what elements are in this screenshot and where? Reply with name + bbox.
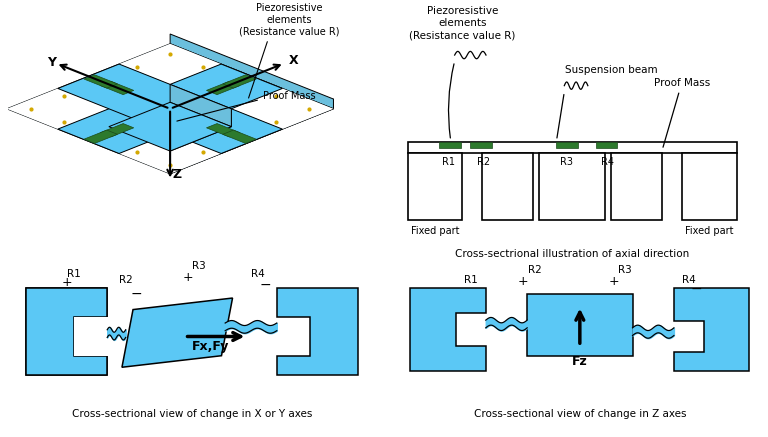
Text: R3: R3 (618, 265, 632, 275)
Bar (539, 153, 605, 220)
Polygon shape (170, 84, 231, 127)
Polygon shape (170, 109, 231, 151)
Text: Fz: Fz (572, 355, 588, 368)
Text: +: + (61, 276, 72, 288)
Bar (682, 153, 737, 220)
Polygon shape (58, 64, 283, 153)
Text: elements: elements (439, 18, 487, 28)
Text: R1: R1 (442, 157, 455, 167)
Text: R1: R1 (464, 274, 478, 284)
Text: −: − (131, 287, 143, 301)
Text: +: + (183, 271, 194, 284)
Bar (439, 142, 461, 148)
Polygon shape (26, 288, 108, 375)
Text: Piezoresistive: Piezoresistive (427, 6, 498, 16)
Bar (596, 142, 617, 148)
Text: R4: R4 (682, 274, 696, 284)
Polygon shape (58, 64, 283, 153)
Text: R3: R3 (193, 261, 207, 271)
Text: R3: R3 (560, 157, 573, 167)
Polygon shape (122, 298, 233, 367)
Text: R1: R1 (67, 269, 81, 279)
Text: Z: Z (173, 168, 182, 181)
Text: R2: R2 (478, 157, 491, 167)
Polygon shape (410, 288, 485, 371)
Text: R4: R4 (251, 269, 265, 279)
Bar (408, 142, 737, 153)
Text: Cross-sectional view of change in Z axes: Cross-sectional view of change in Z axes (474, 409, 686, 419)
Polygon shape (109, 102, 231, 151)
Polygon shape (223, 130, 257, 143)
Text: Suspension beam: Suspension beam (565, 66, 657, 76)
Text: −: − (260, 277, 272, 291)
Polygon shape (101, 81, 134, 95)
Text: (Resistance value R): (Resistance value R) (409, 30, 515, 40)
Polygon shape (170, 34, 333, 109)
Polygon shape (170, 99, 333, 174)
Text: Cross-sectrional view of change in X or Y axes: Cross-sectrional view of change in X or … (72, 409, 312, 419)
Text: Piezoresistive
elements
(Resistance value R): Piezoresistive elements (Resistance valu… (239, 3, 339, 98)
Text: Proof Mass: Proof Mass (654, 78, 710, 147)
Text: +: + (518, 274, 528, 288)
Text: Fixed part: Fixed part (411, 226, 459, 236)
Bar (408, 153, 462, 220)
Text: R4: R4 (601, 157, 614, 167)
Polygon shape (207, 124, 240, 137)
Text: Fixed part: Fixed part (685, 226, 733, 236)
Text: Fx,Fy: Fx,Fy (192, 340, 229, 353)
Text: Y: Y (47, 56, 56, 69)
Text: Cross-sectrional illustration of axial direction: Cross-sectrional illustration of axial d… (455, 249, 690, 259)
Bar (611, 153, 662, 220)
Polygon shape (101, 124, 134, 137)
Polygon shape (231, 88, 333, 129)
Polygon shape (7, 44, 333, 174)
Text: R2: R2 (119, 274, 133, 284)
Polygon shape (119, 133, 221, 174)
Bar (527, 294, 633, 356)
Bar (470, 142, 492, 148)
Polygon shape (674, 288, 749, 371)
Text: X: X (289, 55, 299, 67)
Polygon shape (119, 44, 221, 84)
Polygon shape (276, 288, 358, 375)
Polygon shape (84, 130, 118, 143)
Polygon shape (223, 75, 257, 88)
Bar (482, 153, 533, 220)
Bar (26, 288, 108, 375)
Polygon shape (84, 75, 118, 88)
Text: +: + (608, 274, 619, 288)
Text: −: − (690, 282, 702, 296)
Polygon shape (7, 88, 109, 129)
Bar (74, 317, 111, 356)
Text: R2: R2 (528, 265, 541, 275)
Bar (557, 142, 578, 148)
Polygon shape (207, 81, 240, 95)
Text: Proof Mass: Proof Mass (177, 91, 316, 121)
